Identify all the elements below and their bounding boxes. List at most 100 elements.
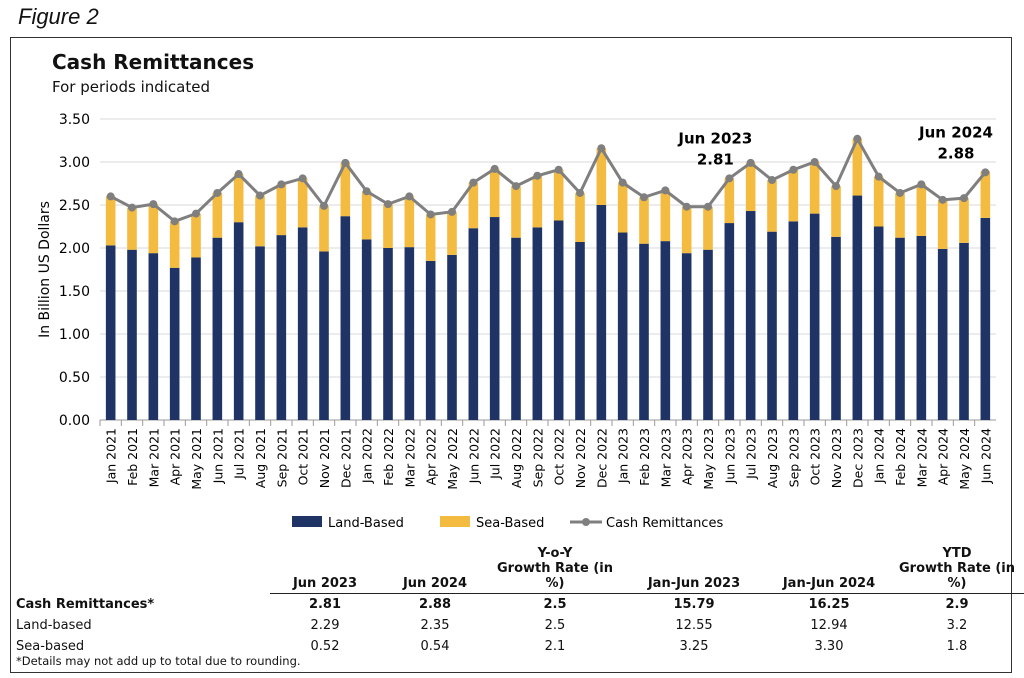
legend-swatch-land [292, 516, 322, 527]
header-text: Jun 2023 [292, 576, 358, 591]
point-cash-remittances [469, 178, 478, 187]
point-cash-remittances [234, 170, 243, 179]
point-cash-remittances [554, 165, 563, 174]
bar-land-based [148, 253, 159, 420]
point-cash-remittances [597, 144, 606, 153]
row-label: Cash Remittances* [16, 596, 155, 612]
x-tick-label: Oct 2021 [296, 428, 311, 485]
x-tick-label: Aug 2021 [253, 428, 268, 488]
bar-sea-based [809, 162, 820, 214]
bar-land-based [383, 248, 393, 420]
bar-land-based [361, 239, 372, 420]
bar-land-based [617, 232, 628, 420]
x-tick-label: Feb 2022 [381, 428, 396, 486]
x-tick-label: Apr 2024 [936, 428, 951, 485]
bar-land-based [105, 245, 116, 420]
bar-land-based [169, 267, 180, 420]
bar-sea-based [660, 190, 671, 242]
x-tick-label: Jul 2021 [232, 428, 247, 480]
annotation-value: 2.88 [937, 144, 974, 162]
y-tick-label: 1.00 [59, 327, 90, 343]
point-cash-remittances [960, 194, 968, 203]
x-tick-label: Oct 2023 [808, 428, 823, 485]
x-tick-label: Oct 2022 [552, 428, 567, 485]
header-text: Jan-Jun 2024 [782, 576, 876, 591]
x-tick-label: Jun 2021 [210, 428, 225, 484]
table-cell: 15.79 [673, 597, 715, 612]
bar-sea-based [788, 169, 799, 222]
bar-land-based [340, 216, 351, 420]
table-cell: 2.35 [420, 618, 450, 633]
bar-sea-based [852, 138, 863, 196]
bar-land-based [788, 221, 799, 420]
chart: 0.00 0.50 1.00 1.50 2.00 2.50 3.00 3.50 In Billi… [37, 112, 996, 531]
table-cell: 2.29 [310, 618, 340, 633]
table-cell: 2.88 [418, 597, 452, 612]
annotation-value: 2.81 [697, 150, 734, 168]
bar-sea-based [532, 175, 543, 228]
bar-sea-based [148, 204, 159, 254]
bar-land-based [895, 237, 905, 420]
bar-sea-based [553, 169, 564, 221]
point-cash-remittances [725, 174, 734, 183]
bar-sea-based [596, 148, 607, 205]
x-tick-label: May 2022 [445, 428, 460, 490]
x-tick-label: Jul 2023 [744, 428, 759, 480]
bar-land-based [319, 251, 329, 420]
point-cash-remittances [213, 188, 222, 197]
bar-land-based [703, 249, 713, 420]
point-cash-remittances [192, 209, 200, 218]
bar-land-based [425, 260, 436, 420]
table-cell: 0.52 [310, 639, 340, 654]
chart-title: Cash Remittances [52, 50, 255, 74]
point-cash-remittances [768, 176, 776, 185]
bar-sea-based [340, 162, 351, 217]
x-tick-label: Feb 2024 [893, 428, 908, 486]
point-cash-remittances [512, 182, 520, 191]
x-tick-label: Sep 2023 [786, 428, 801, 487]
point-cash-remittances [704, 202, 712, 211]
point-cash-remittances [576, 188, 584, 197]
point-cash-remittances [170, 217, 179, 226]
bar-land-based [553, 220, 564, 420]
y-tick-label: 2.50 [59, 198, 90, 214]
x-tick-label: Nov 2023 [829, 428, 844, 488]
table-row: Land-based 2.29 2.35 2.5 12.55 12.94 3.2 [16, 615, 1024, 636]
bar-sea-based [980, 171, 991, 218]
table-row: Sea-based 0.52 0.54 2.1 3.25 3.30 1.8 [16, 636, 1024, 657]
bar-sea-based [724, 178, 735, 224]
point-cash-remittances [405, 192, 414, 201]
point-cash-remittances [426, 210, 435, 219]
point-cash-remittances [853, 134, 862, 143]
footnote: *Details may not add up to total due to … [16, 654, 301, 668]
table-header: Jun 2024 [380, 546, 490, 594]
point-cash-remittances [106, 192, 115, 201]
bar-land-based [660, 241, 671, 420]
header-text: Growth Rate (in %) [496, 561, 613, 591]
point-cash-remittances [298, 174, 307, 183]
x-tick-label: Apr 2022 [424, 428, 439, 485]
chart-subtitle: For periods indicated [52, 78, 211, 96]
bar-sea-based [468, 182, 479, 229]
x-tick-label: Jan 2022 [360, 428, 375, 484]
header-text: Growth Rate (in %) [898, 561, 1015, 591]
point-cash-remittances [832, 182, 840, 191]
table-header [16, 546, 270, 594]
point-cash-remittances [618, 178, 627, 187]
x-tick-label: Jan 2021 [104, 428, 119, 484]
bar-land-based [297, 227, 308, 420]
bar-land-based [575, 241, 585, 420]
x-tick-label: Feb 2021 [125, 428, 140, 486]
x-tick-label: Aug 2022 [509, 428, 524, 488]
bar-land-based [489, 217, 500, 420]
table-cell: 2.81 [308, 597, 342, 612]
point-cash-remittances [490, 164, 499, 173]
annotation-label: Jun 2024 [918, 123, 993, 141]
bar-sea-based [297, 178, 308, 228]
x-tick-label: Apr 2021 [168, 428, 183, 485]
x-tick-label: Mar 2021 [146, 428, 161, 487]
point-cash-remittances [320, 201, 328, 210]
bar-sea-based [191, 213, 201, 258]
bar-land-based [511, 237, 521, 420]
table-cell: 1.8 [946, 639, 968, 654]
